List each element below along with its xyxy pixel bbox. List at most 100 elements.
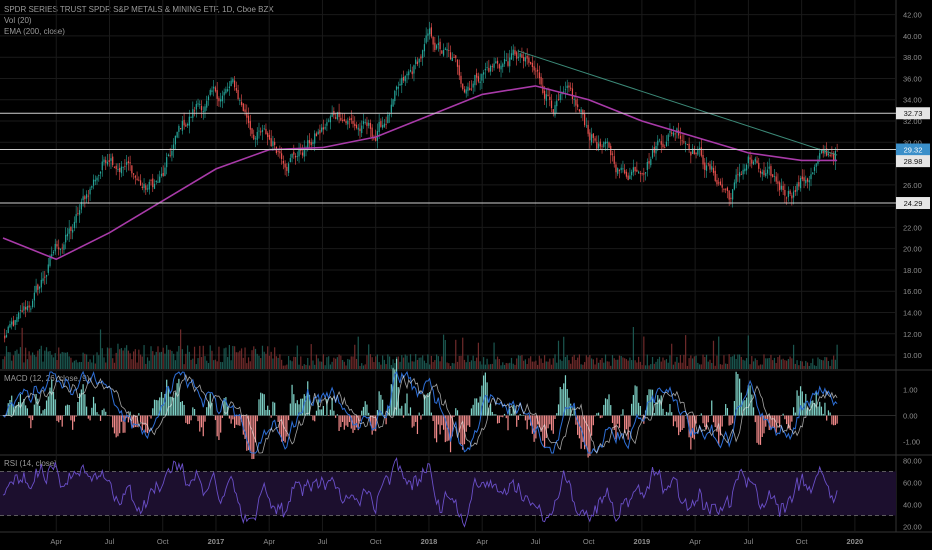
candle-body <box>347 120 349 125</box>
macd-histogram-bar <box>725 404 727 416</box>
candle-body <box>434 42 436 50</box>
volume-bar <box>521 355 523 369</box>
candle-body <box>21 310 23 312</box>
macd-histogram-bar <box>185 415 187 423</box>
volume-bar <box>138 349 140 369</box>
candle-body <box>223 92 225 96</box>
candle-body <box>759 170 762 174</box>
volume-bar <box>223 348 225 369</box>
volume-bar <box>33 354 35 369</box>
candle-body <box>500 65 502 70</box>
macd-histogram-bar <box>432 415 434 422</box>
volume-bar <box>368 344 370 369</box>
macd-histogram-bar <box>791 415 793 422</box>
macd-histogram-bar <box>176 383 178 416</box>
volume-bar <box>324 365 326 369</box>
macd-histogram-bar <box>498 415 500 423</box>
macd-histogram-bar <box>540 415 542 432</box>
volume-bar <box>772 360 774 369</box>
candle-body <box>418 58 420 63</box>
macd-histogram-bar <box>545 415 547 438</box>
volume-bar <box>279 354 281 369</box>
candle-body <box>651 149 654 158</box>
macd-histogram-bar <box>272 401 274 416</box>
volume-bar <box>798 365 800 369</box>
volume-bar <box>704 357 706 369</box>
macd-histogram-bar <box>801 391 803 416</box>
volume-bar <box>200 357 203 369</box>
candle-body <box>613 156 615 164</box>
macd-histogram-bar <box>691 415 694 438</box>
rsi-indicator-label[interactable]: RSI (14, close) <box>4 459 57 468</box>
candle-body <box>314 133 316 144</box>
volume-bar <box>157 346 159 369</box>
candle-body <box>819 153 821 159</box>
volume-bar <box>549 358 551 369</box>
macd-histogram-bar <box>186 415 189 425</box>
candle-body <box>695 152 697 155</box>
price-tick-label: 42.00 <box>903 11 922 20</box>
volume-bar <box>700 364 702 369</box>
volume-bar <box>744 360 746 369</box>
level-badge-label: 24.29 <box>904 199 923 208</box>
ema-indicator-label[interactable]: EMA (200, close) <box>4 27 65 36</box>
volume-bar <box>45 347 48 369</box>
volume-bar <box>106 347 109 369</box>
candle-body <box>110 158 112 161</box>
macd-histogram-bar <box>296 400 298 416</box>
candle-body <box>291 153 293 158</box>
volume-bar <box>275 356 278 369</box>
candle-body <box>777 181 779 184</box>
macd-histogram-bar <box>439 415 441 435</box>
candle-body <box>732 189 734 200</box>
volume-bar <box>770 354 772 369</box>
price-tick-label: 16.00 <box>903 287 922 296</box>
macd-histogram-bar <box>160 392 163 416</box>
volume-bar <box>103 357 105 369</box>
macd-histogram-bar <box>193 409 196 416</box>
volume-bar <box>651 357 654 369</box>
candle-body <box>106 161 109 165</box>
volume-bar <box>491 363 493 369</box>
candle-body <box>185 124 187 127</box>
volume-bar <box>441 356 443 369</box>
volume-bar <box>526 364 528 369</box>
volume-bar <box>167 349 170 369</box>
macd-histogram-bar <box>603 404 605 416</box>
macd-histogram-bar <box>188 415 190 424</box>
macd-histogram-bar <box>223 398 225 416</box>
candle-body <box>585 125 587 127</box>
candle-body <box>745 164 748 171</box>
candle-body <box>423 44 426 52</box>
volume-bar <box>437 356 439 369</box>
volume-bar <box>792 344 795 369</box>
volume-indicator-label[interactable]: Vol (20) <box>4 16 32 25</box>
candle-body <box>489 65 492 72</box>
volume-bar <box>404 354 406 369</box>
candle-body <box>458 65 460 76</box>
volume-bar <box>153 355 156 369</box>
macd-histogram-bar <box>718 415 720 446</box>
macd-histogram-bar <box>570 403 572 416</box>
candle-body <box>639 173 641 175</box>
volume-bar <box>251 350 253 369</box>
macd-histogram-bar <box>9 400 11 416</box>
candle-body <box>822 148 824 154</box>
macd-histogram-bar <box>557 404 560 416</box>
volume-bar <box>141 356 143 369</box>
macd-histogram-bar <box>242 415 244 435</box>
macd-histogram-bar <box>472 404 474 416</box>
volume-bar <box>68 356 70 369</box>
volume-bar <box>232 345 234 369</box>
volume-bar <box>568 360 570 369</box>
macd-histogram-bar <box>669 404 671 416</box>
volume-bar <box>270 351 272 369</box>
macd-indicator-label[interactable]: MACD (12, 26, close, 9) <box>4 374 90 383</box>
macd-histogram-bar <box>441 415 443 426</box>
macd-histogram-bar <box>831 415 833 425</box>
candle-body <box>707 163 709 165</box>
candle-body <box>606 141 608 143</box>
macd-histogram-bar <box>232 415 234 420</box>
candle-body <box>77 213 79 215</box>
